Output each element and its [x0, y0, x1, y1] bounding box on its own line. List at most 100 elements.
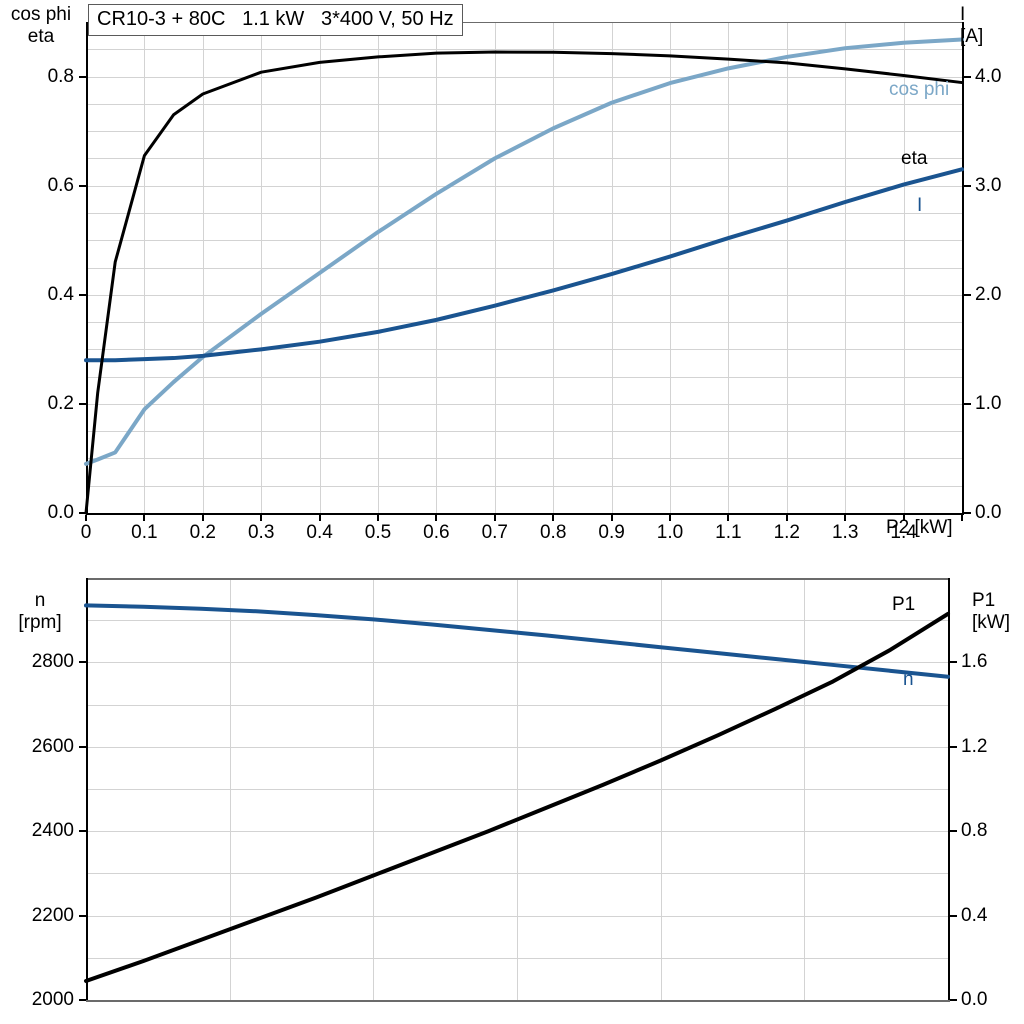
- gridline-horizontal: [86, 458, 962, 460]
- axis-tick-label-right: 0.0: [975, 502, 1002, 523]
- gridline-horizontal: [86, 376, 962, 378]
- tick-bottom: [318, 515, 321, 521]
- tick-right: [964, 184, 971, 187]
- axis-right: [962, 22, 964, 515]
- tick-right: [964, 512, 971, 514]
- gridline-horizontal: [86, 212, 962, 214]
- axis-tick-label-right: 0.8: [961, 820, 988, 842]
- tick-left: [79, 830, 86, 833]
- tick-bottom: [435, 515, 438, 521]
- top-right-axis-title: I [A]: [960, 4, 1020, 48]
- axis-tick-label-left: 2000: [31, 989, 74, 1010]
- axis-tick-label-left: 2400: [31, 820, 74, 842]
- axis-tick-label-x: 0.4: [306, 522, 333, 543]
- gridline-horizontal: [86, 485, 962, 487]
- series-label-speed: n: [903, 669, 914, 690]
- tick-bottom: [785, 515, 788, 521]
- axis-tick-label-left: 2800: [31, 651, 74, 673]
- axis-tick-label-x: 0.7: [481, 522, 509, 543]
- axis-tick-label-x: 1.2: [773, 522, 801, 543]
- axis-tick-label-right: 4.0: [975, 65, 1002, 87]
- tick-right: [964, 293, 971, 296]
- axis-tick-label-left: 0.6: [47, 174, 74, 196]
- tick-right: [950, 914, 957, 917]
- gridline-horizontal: [86, 831, 948, 833]
- axis-tick-label-x: 0: [80, 522, 92, 543]
- axis-right: [948, 578, 950, 1002]
- tick-bottom: [493, 515, 496, 521]
- axis-tick-label-x: 0.3: [247, 522, 275, 543]
- axis-tick-label-x: 1.3: [831, 522, 859, 543]
- gridline-horizontal: [86, 746, 948, 748]
- axis-tick-label-x: 1.1: [715, 522, 742, 543]
- axis-tick-label-x: 1.0: [656, 522, 684, 543]
- axis-tick-label-left: 0.8: [47, 65, 74, 87]
- x-axis-unit-label: P2 [kW]: [886, 517, 953, 538]
- curve-p1: [84, 611, 950, 984]
- axis-tick-label-right: 1.2: [961, 735, 988, 757]
- gridline-horizontal: [86, 322, 962, 324]
- axis-tick-label-x: 0.5: [364, 522, 392, 543]
- axis-tick-label-x: 1.4: [890, 522, 917, 543]
- tick-bottom: [669, 515, 671, 521]
- axis-left: [86, 578, 88, 1002]
- tick-left: [79, 184, 86, 187]
- tick-left: [79, 75, 86, 78]
- bottom-left-axis-title: n [rpm]: [0, 590, 80, 634]
- axis-tick-label-x: 0.1: [131, 522, 158, 543]
- gridline-horizontal: [86, 76, 962, 78]
- top-left-axis-title: cos phi eta: [0, 4, 82, 48]
- axis-tick-label-left: 2200: [31, 904, 74, 926]
- top-left-axis-title-line1: cos phi: [10, 4, 72, 25]
- top-right-axis-title-line1: I: [960, 4, 966, 25]
- bottom-right-axis-title-line1: P1: [972, 590, 996, 611]
- tick-left: [79, 402, 86, 405]
- top-right-axis-title-line2: [A]: [960, 26, 984, 47]
- gridline-horizontal: [86, 915, 948, 917]
- curve-eta: [84, 50, 964, 515]
- curve-speed: [84, 603, 950, 679]
- axis-tick-label-left: 0.0: [47, 502, 74, 523]
- gridline-horizontal: [86, 873, 948, 875]
- axis-tick-label-x: 0.6: [423, 522, 450, 543]
- tick-right: [964, 402, 971, 405]
- axis-tick-label-right: 0.4: [961, 904, 988, 926]
- gridline-horizontal: [86, 957, 948, 959]
- series-label-current: I: [917, 195, 923, 216]
- curve-cos-phi: [84, 37, 964, 466]
- tick-bottom: [377, 515, 379, 521]
- bottom-right-axis-title-line2: [kW]: [972, 612, 1010, 633]
- axis-tick-label-left: 0.4: [47, 283, 74, 305]
- gridline-horizontal: [86, 240, 962, 242]
- curve-current: [84, 167, 964, 363]
- axis-bottom: [86, 1000, 950, 1002]
- tick-bottom: [844, 515, 847, 521]
- series-label-p1: P1: [892, 594, 916, 615]
- axis-tick-label-x: 0.9: [598, 522, 625, 543]
- tick-left: [79, 293, 86, 296]
- bottom-left-axis-title-line1: n: [34, 590, 46, 611]
- axis-tick-label-right: 0.0: [961, 989, 988, 1010]
- gridline-horizontal: [86, 662, 948, 664]
- axis-tick-label-x: 0.8: [539, 522, 567, 543]
- tick-bottom: [143, 515, 146, 521]
- tick-bottom: [260, 515, 263, 521]
- gridline-horizontal: [86, 620, 948, 622]
- gridline-horizontal: [86, 131, 962, 133]
- gridline-horizontal: [86, 103, 962, 105]
- tick-left: [79, 512, 86, 514]
- chart-title-box: CR10-3 + 80C 1.1 kW 3*400 V, 50 Hz: [88, 4, 463, 36]
- top-left-axis-title-line2: eta: [27, 26, 55, 47]
- bottom-left-axis-title-line2: [rpm]: [18, 612, 62, 633]
- tick-left: [79, 661, 86, 664]
- axis-left: [86, 22, 88, 515]
- gridline-horizontal: [86, 431, 962, 433]
- tick-left: [79, 914, 86, 917]
- gridline-horizontal: [86, 403, 962, 405]
- series-label-eta: eta: [901, 148, 928, 169]
- axis-tick-label-right: 3.0: [975, 174, 1002, 196]
- gridline-horizontal: [86, 158, 962, 160]
